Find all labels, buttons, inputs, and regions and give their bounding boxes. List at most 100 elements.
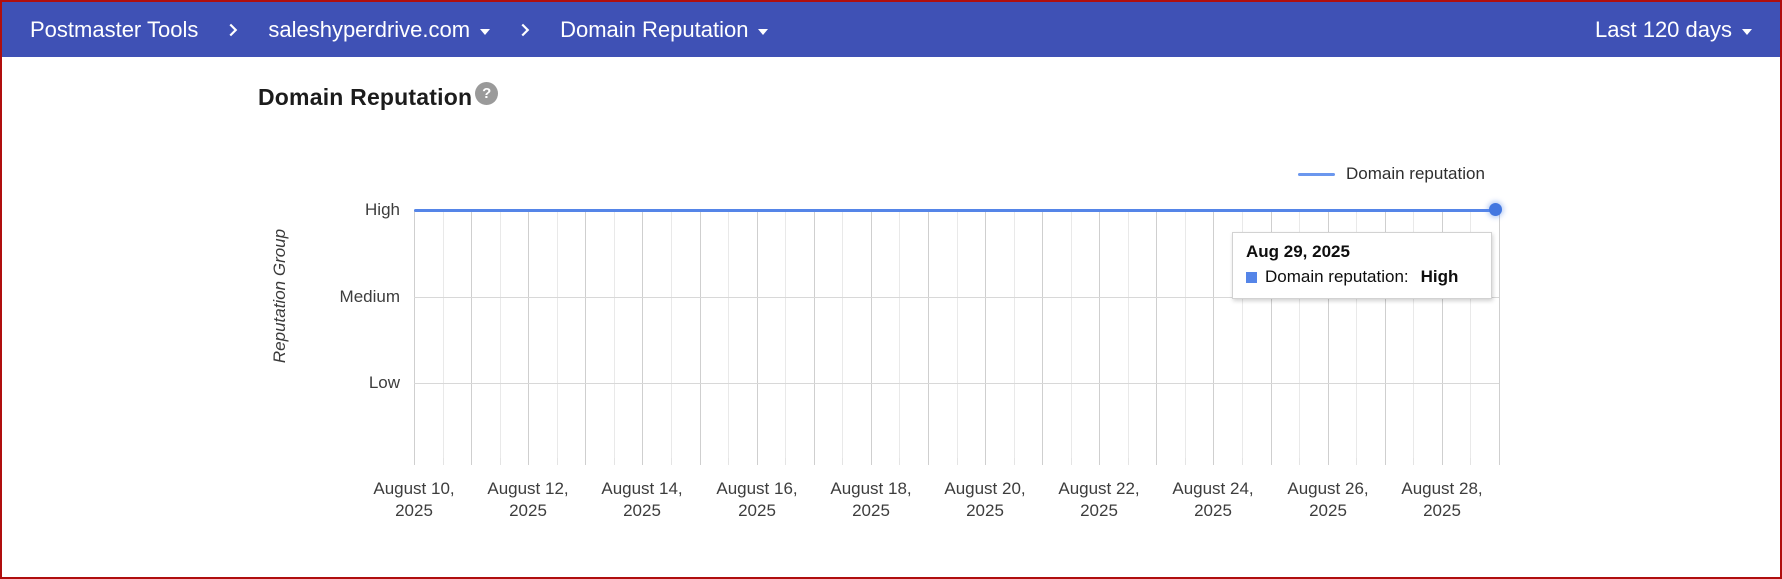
vertical-gridline bbox=[814, 210, 815, 458]
date-range-dropdown[interactable]: Last 120 days bbox=[1595, 17, 1752, 43]
x-axis-label: August 22, 2025 bbox=[1058, 479, 1140, 520]
x-axis-tick bbox=[471, 458, 472, 465]
chart-area: Domain Reputation ? Domain reputation Re… bbox=[2, 57, 1780, 577]
vertical-gridline-minor bbox=[1413, 210, 1414, 458]
chart-plot bbox=[414, 203, 1502, 465]
domain-selector-dropdown[interactable]: saleshyperdrive.com bbox=[268, 16, 491, 43]
chart-tooltip: Aug 29, 2025 Domain reputation: High bbox=[1232, 232, 1492, 299]
vertical-gridline-minor bbox=[443, 210, 444, 458]
x-axis-tick bbox=[1442, 458, 1443, 465]
date-range-label: Last 120 days bbox=[1595, 16, 1732, 42]
report-selector-dropdown[interactable]: Domain Reputation bbox=[560, 16, 769, 43]
vertical-gridline-minor bbox=[1242, 210, 1243, 458]
chart-legend: Domain reputation bbox=[1298, 163, 1485, 185]
vertical-gridline-minor bbox=[785, 210, 786, 458]
x-axis-label: August 18, 2025 bbox=[830, 479, 912, 520]
caret-down-icon bbox=[1742, 28, 1752, 35]
x-axis-tick bbox=[528, 458, 529, 465]
top-navigation-bar: Postmaster Tools saleshyperdrive.com Dom… bbox=[2, 2, 1780, 57]
x-axis-label: August 12, 2025 bbox=[487, 479, 569, 520]
x-axis-tick bbox=[1499, 458, 1500, 465]
vertical-gridline bbox=[1042, 210, 1043, 458]
vertical-gridline-minor bbox=[557, 210, 558, 458]
tooltip-date: Aug 29, 2025 bbox=[1246, 242, 1350, 261]
vertical-gridline bbox=[585, 210, 586, 458]
x-axis-tick bbox=[985, 458, 986, 465]
vertical-gridline bbox=[642, 210, 643, 458]
help-icon[interactable]: ? bbox=[475, 82, 499, 105]
x-axis-tick-minor bbox=[1014, 458, 1015, 465]
legend-line-swatch bbox=[1298, 172, 1335, 176]
vertical-gridline-minor bbox=[500, 210, 501, 458]
y-axis-label: Low bbox=[368, 373, 400, 392]
x-axis-tick bbox=[814, 458, 815, 465]
x-axis-tick bbox=[700, 458, 701, 465]
x-axis-tick-minor bbox=[1299, 458, 1300, 465]
x-axis-tick bbox=[1099, 458, 1100, 465]
x-axis-tick-minor bbox=[500, 458, 501, 465]
x-axis-tick-minor bbox=[842, 458, 843, 465]
domain-selector-label: saleshyperdrive.com bbox=[268, 16, 471, 42]
series-endpoint-marker[interactable] bbox=[1489, 203, 1502, 216]
x-axis-tick-minor bbox=[1242, 458, 1243, 465]
horizontal-gridline bbox=[414, 297, 1499, 298]
x-axis-tick-minor bbox=[1356, 458, 1357, 465]
tooltip-series-swatch bbox=[1246, 271, 1257, 283]
vertical-gridline bbox=[871, 210, 872, 458]
chevron-right-icon bbox=[222, 19, 244, 41]
x-axis-label: August 24, 2025 bbox=[1172, 479, 1254, 520]
x-axis-tick-minor bbox=[671, 458, 672, 465]
vertical-gridline-minor bbox=[957, 210, 958, 458]
x-axis-label: August 28, 2025 bbox=[1401, 479, 1483, 520]
vertical-gridline-minor bbox=[842, 210, 843, 458]
x-axis-tick-minor bbox=[1128, 458, 1129, 465]
vertical-gridline bbox=[985, 210, 986, 458]
y-axis-label: Medium bbox=[339, 287, 400, 306]
vertical-gridline-minor bbox=[1128, 210, 1129, 458]
vertical-gridline-minor bbox=[614, 210, 615, 458]
vertical-gridline-minor bbox=[1185, 210, 1186, 458]
chevron-right-icon bbox=[514, 19, 536, 41]
horizontal-gridline bbox=[414, 383, 1499, 384]
x-axis-tick-minor bbox=[899, 458, 900, 465]
help-icon-glyph: ? bbox=[482, 85, 492, 102]
tooltip-series-row: Domain reputation: High bbox=[1246, 267, 1478, 287]
x-axis-tick bbox=[1328, 458, 1329, 465]
x-axis-label: August 20, 2025 bbox=[944, 479, 1026, 520]
vertical-gridline-minor bbox=[1071, 210, 1072, 458]
tooltip-series-value: High bbox=[1420, 267, 1459, 286]
x-axis-tick bbox=[757, 458, 758, 465]
page-title: Domain Reputation bbox=[258, 84, 473, 110]
page-title-row: Domain Reputation ? bbox=[258, 82, 499, 111]
x-axis-tick bbox=[642, 458, 643, 465]
vertical-gridline bbox=[1156, 210, 1157, 458]
caret-down-icon bbox=[758, 28, 769, 35]
vertical-gridline bbox=[700, 210, 701, 458]
x-axis-tick bbox=[1385, 458, 1386, 465]
app-title[interactable]: Postmaster Tools bbox=[30, 16, 199, 42]
x-axis-tick-minor bbox=[443, 458, 444, 465]
vertical-gridline bbox=[757, 210, 758, 458]
vertical-gridline bbox=[1499, 210, 1500, 458]
vertical-gridline bbox=[471, 210, 472, 458]
x-axis-tick bbox=[1271, 458, 1272, 465]
vertical-gridline-minor bbox=[728, 210, 729, 458]
vertical-gridline-minor bbox=[1299, 210, 1300, 458]
report-selector-label: Domain Reputation bbox=[560, 16, 749, 42]
legend-series-label: Domain reputation bbox=[1346, 164, 1485, 183]
vertical-gridline-minor bbox=[1014, 210, 1015, 458]
x-axis-label: August 10, 2025 bbox=[373, 479, 455, 520]
x-axis-label: August 16, 2025 bbox=[716, 479, 798, 520]
caret-down-icon bbox=[480, 28, 491, 35]
vertical-gridline bbox=[528, 210, 529, 458]
vertical-gridline-minor bbox=[671, 210, 672, 458]
x-axis-tick bbox=[871, 458, 872, 465]
tooltip-series-label: Domain reputation: bbox=[1265, 267, 1409, 286]
vertical-gridline bbox=[928, 210, 929, 458]
x-axis-tick-minor bbox=[785, 458, 786, 465]
x-axis-tick bbox=[1156, 458, 1157, 465]
vertical-gridline bbox=[1099, 210, 1100, 458]
x-axis-tick-minor bbox=[957, 458, 958, 465]
x-axis-label: August 14, 2025 bbox=[601, 479, 683, 520]
